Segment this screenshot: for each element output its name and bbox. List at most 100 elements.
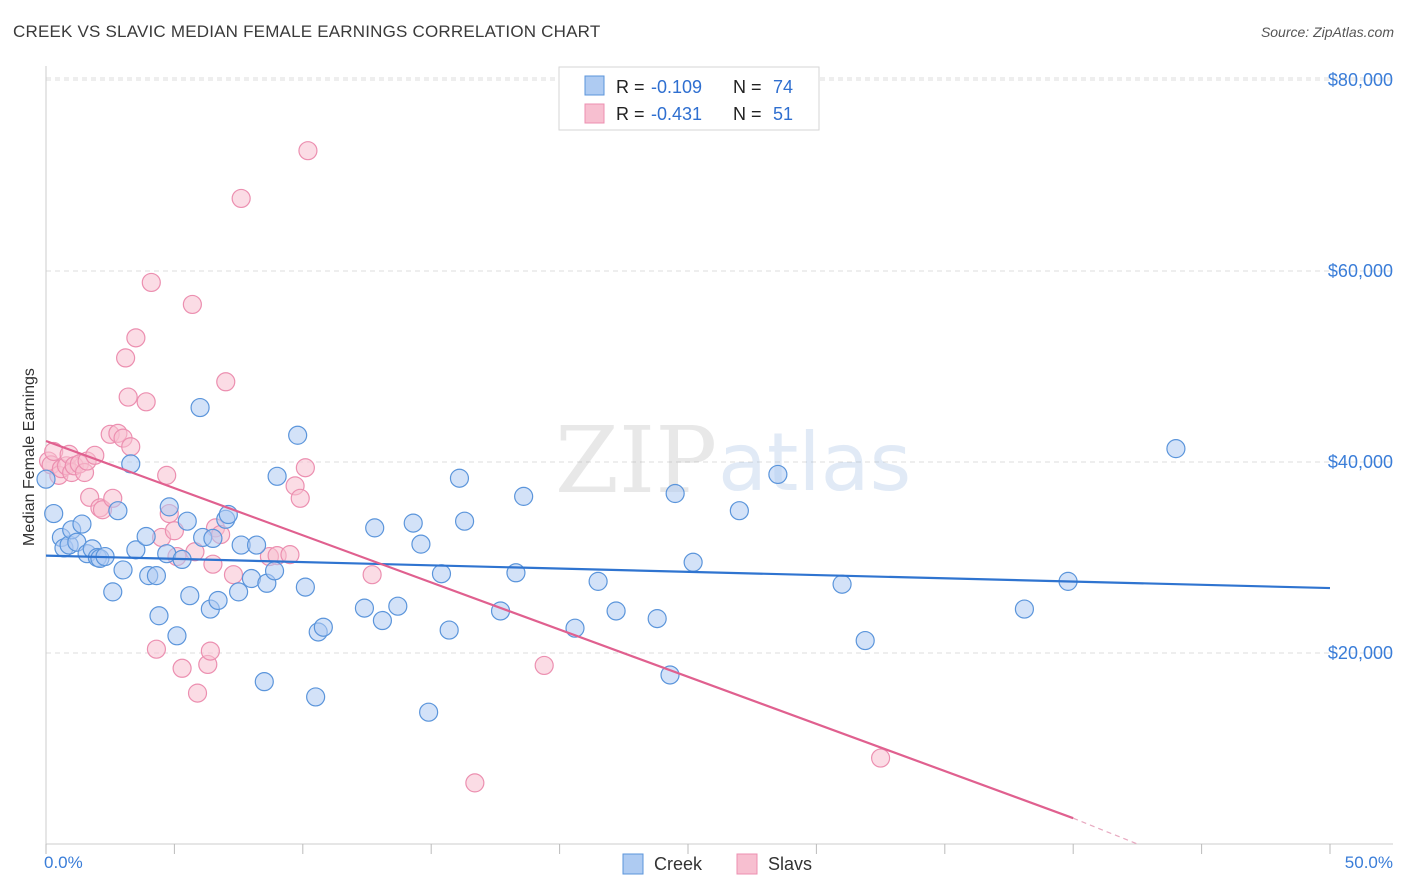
correlation-legend: R = -0.109 N = 74 R = -0.431 N = 51: [558, 66, 820, 131]
gridlines: [46, 77, 1393, 654]
creek-point: [208, 590, 228, 611]
creek-point: [855, 630, 875, 651]
creek-point: [149, 606, 169, 626]
creek-trend-line: [45, 554, 1331, 590]
legend-r-value-creek: -0.109: [651, 77, 702, 97]
creek-point: [606, 601, 626, 621]
bottom-legend-label-slavs: Slavs: [768, 854, 812, 874]
creek-point: [354, 598, 375, 618]
creek-point: [372, 610, 393, 631]
creek-point: [388, 596, 408, 616]
x-tick-label-min: 0.0%: [44, 853, 83, 872]
creek-point: [768, 464, 788, 485]
creek-point: [419, 702, 439, 722]
creek-point: [683, 552, 703, 572]
creek-point: [588, 571, 608, 591]
creek-point: [264, 561, 285, 581]
creek-point: [44, 503, 64, 524]
legend-n-label-creek: N =: [733, 77, 762, 97]
slavs-point: [164, 521, 184, 541]
creek-point: [454, 511, 475, 531]
slavs-point: [298, 141, 318, 161]
creek-point: [1014, 599, 1035, 619]
watermark-zip: ZIP: [555, 407, 717, 514]
slavs-point: [223, 565, 244, 585]
creek-point: [72, 514, 92, 534]
slavs-point: [216, 372, 236, 392]
slavs-point: [157, 465, 177, 485]
slavs-point: [187, 683, 208, 703]
creek-series: [36, 397, 1186, 722]
creek-point: [431, 564, 452, 584]
chart-title: CREEK VS SLAVIC MEDIAN FEMALE EARNINGS C…: [13, 22, 601, 41]
creek-point: [660, 665, 680, 685]
slavs-point: [362, 565, 382, 585]
legend-r-value-slavs: -0.431: [651, 104, 702, 124]
creek-point: [647, 609, 667, 629]
creek-point: [190, 397, 210, 418]
slavs-point: [146, 639, 167, 659]
y-axis-labels: $20,000 $40,000 $60,000 $80,000: [1328, 70, 1393, 663]
slavs-point: [534, 655, 554, 676]
creek-point: [832, 574, 852, 594]
y-tick-label: $40,000: [1328, 452, 1393, 472]
creek-point: [313, 617, 333, 637]
slavs-point: [465, 773, 485, 793]
creek-point: [203, 528, 223, 549]
watermark: ZIP atlas: [555, 407, 911, 514]
creek-point: [159, 497, 179, 517]
slavs-point: [182, 294, 202, 315]
creek-point: [411, 534, 431, 554]
legend-swatch-creek: [584, 75, 605, 96]
creek-point: [729, 501, 749, 521]
bottom-legend-swatch-creek: [622, 853, 644, 875]
creek-point: [306, 687, 326, 707]
slavs-point: [141, 272, 161, 293]
slavs-point: [870, 748, 891, 768]
creek-point: [180, 586, 200, 606]
creek-point: [103, 582, 123, 602]
legend-n-value-slavs: 51: [773, 104, 793, 124]
source-credit: Source: ZipAtlas.com: [1260, 24, 1394, 40]
watermark-atlas: atlas: [718, 416, 911, 509]
slavs-trend-line: [45, 439, 1074, 820]
creek-point: [365, 518, 385, 538]
slavs-point: [116, 348, 136, 368]
creek-point: [403, 513, 423, 533]
slavs-point: [172, 658, 192, 678]
creek-point: [295, 577, 315, 597]
creek-point: [113, 560, 133, 580]
creek-point: [439, 620, 459, 640]
bottom-legend-swatch-slavs: [736, 853, 758, 875]
series-legend: Creek Slavs: [622, 853, 812, 875]
creek-point: [36, 469, 56, 489]
creek-point: [288, 425, 308, 445]
slavs-point: [280, 545, 300, 565]
slavs-point: [231, 188, 251, 209]
creek-point: [267, 466, 287, 486]
y-tick-label: $60,000: [1328, 261, 1393, 281]
y-tick-label: $20,000: [1328, 643, 1393, 663]
creek-point: [177, 511, 197, 531]
legend-r-label-slavs: R =: [616, 104, 645, 124]
creek-point: [146, 566, 167, 586]
legend-n-label-slavs: N =: [733, 104, 762, 124]
x-tick-label-max: 50.0%: [1345, 853, 1393, 872]
legend-n-value-creek: 74: [773, 77, 793, 97]
bottom-legend-label-creek: Creek: [654, 854, 703, 874]
creek-point: [167, 626, 187, 646]
legend-swatch-slavs: [584, 103, 605, 124]
slavs-point: [136, 392, 156, 412]
slavs-point: [126, 328, 146, 348]
slavs-point: [200, 641, 220, 661]
slavs-point: [290, 488, 310, 508]
creek-point: [246, 535, 267, 555]
creek-point: [665, 483, 685, 504]
slavs-point: [203, 554, 223, 574]
slavs-point: [121, 437, 141, 457]
trend-lines: [45, 439, 1331, 845]
creek-point: [108, 501, 128, 521]
creek-point: [449, 468, 470, 488]
creek-point: [254, 672, 274, 692]
